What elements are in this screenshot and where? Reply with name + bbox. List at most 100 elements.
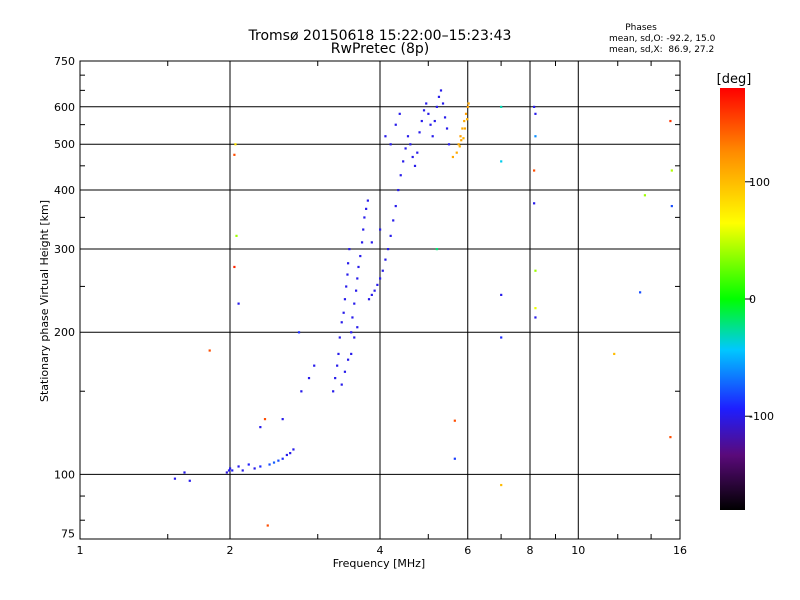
data-point bbox=[500, 483, 503, 487]
y-tick-label: 200 bbox=[54, 326, 75, 339]
data-point bbox=[365, 207, 368, 210]
data-point bbox=[253, 467, 256, 470]
data-point bbox=[441, 102, 445, 105]
data-point bbox=[225, 471, 228, 474]
data-point bbox=[313, 364, 316, 367]
phase-stats-o: mean, sd,O: -92.2, 15.0 bbox=[609, 34, 716, 44]
data-point bbox=[285, 453, 288, 457]
data-points bbox=[173, 89, 673, 527]
data-point bbox=[425, 102, 428, 105]
x-ticks: 1 2 4 6 8 10 16 bbox=[77, 61, 687, 557]
data-point bbox=[467, 102, 470, 105]
data-point bbox=[500, 293, 503, 296]
data-point bbox=[259, 465, 262, 468]
x-tick-label: 6 bbox=[464, 544, 471, 557]
data-point bbox=[379, 277, 382, 280]
data-point bbox=[343, 298, 347, 301]
data-point bbox=[443, 116, 447, 119]
data-point bbox=[413, 164, 417, 168]
data-point bbox=[500, 336, 503, 339]
data-point bbox=[409, 143, 412, 146]
data-point bbox=[356, 277, 359, 280]
data-point bbox=[418, 131, 421, 134]
data-point bbox=[435, 248, 438, 251]
data-point bbox=[670, 169, 673, 172]
data-point bbox=[263, 418, 267, 421]
data-point bbox=[394, 123, 397, 126]
data-point bbox=[533, 202, 536, 205]
data-point bbox=[457, 143, 460, 146]
data-point bbox=[392, 219, 395, 222]
data-point bbox=[370, 293, 373, 296]
data-point bbox=[367, 298, 371, 301]
data-point bbox=[340, 383, 343, 386]
data-point bbox=[464, 112, 468, 115]
data-point bbox=[360, 241, 364, 244]
data-point bbox=[435, 105, 438, 108]
x-tick-label: 4 bbox=[377, 544, 384, 557]
data-point bbox=[439, 89, 443, 92]
data-point bbox=[427, 112, 430, 115]
data-point bbox=[337, 352, 340, 356]
data-point bbox=[669, 119, 672, 123]
data-point bbox=[289, 452, 292, 455]
x-axis-label: Frequency [MHz] bbox=[333, 557, 425, 570]
data-point bbox=[381, 269, 384, 272]
data-point bbox=[411, 155, 414, 159]
data-point bbox=[359, 254, 362, 258]
data-point bbox=[433, 119, 436, 123]
data-point bbox=[453, 457, 456, 460]
data-point bbox=[533, 105, 536, 108]
data-point bbox=[639, 291, 642, 294]
colorbar-gradient bbox=[720, 88, 745, 510]
data-point bbox=[462, 137, 465, 140]
data-point bbox=[397, 188, 400, 192]
data-point bbox=[268, 463, 271, 466]
data-point bbox=[272, 461, 276, 464]
colorbar-tick-label: -100 bbox=[749, 410, 774, 423]
data-point bbox=[370, 241, 373, 244]
y-tick-label: 300 bbox=[54, 243, 75, 256]
data-point bbox=[183, 471, 186, 474]
data-point bbox=[208, 349, 211, 352]
data-point bbox=[463, 127, 467, 130]
data-point bbox=[670, 204, 673, 208]
phase-stats-title: Phases bbox=[625, 23, 657, 33]
data-point bbox=[366, 199, 369, 202]
data-point bbox=[173, 477, 177, 480]
data-point bbox=[229, 467, 232, 470]
data-point bbox=[340, 321, 343, 324]
data-point bbox=[394, 204, 397, 208]
y-axis-label: Stationary phase Virtual Height [km] bbox=[38, 200, 51, 402]
data-point bbox=[307, 376, 311, 380]
data-point bbox=[233, 153, 236, 156]
data-point bbox=[235, 234, 238, 237]
x-tick-label: 8 bbox=[527, 544, 534, 557]
data-point bbox=[451, 155, 455, 159]
data-point bbox=[422, 109, 426, 112]
data-point bbox=[354, 289, 358, 292]
data-point bbox=[386, 248, 390, 251]
grid bbox=[80, 61, 680, 539]
data-point bbox=[461, 127, 464, 130]
data-point bbox=[460, 139, 463, 142]
data-point bbox=[669, 436, 672, 439]
data-point bbox=[362, 228, 365, 231]
data-point bbox=[373, 289, 376, 292]
data-point bbox=[343, 370, 347, 373]
data-point bbox=[277, 459, 280, 462]
data-point bbox=[336, 364, 339, 367]
data-point bbox=[334, 376, 337, 380]
data-point bbox=[534, 112, 537, 115]
data-point bbox=[281, 457, 284, 460]
data-point bbox=[237, 302, 240, 305]
data-point bbox=[437, 95, 441, 98]
data-point bbox=[227, 469, 231, 472]
data-point bbox=[458, 145, 461, 148]
y-ticks: 75 100 200 300 400 500 600 750 bbox=[54, 55, 680, 540]
colorbar-label: [deg] bbox=[717, 72, 752, 87]
data-point bbox=[533, 169, 536, 172]
data-point bbox=[431, 135, 434, 138]
data-point bbox=[297, 331, 301, 334]
